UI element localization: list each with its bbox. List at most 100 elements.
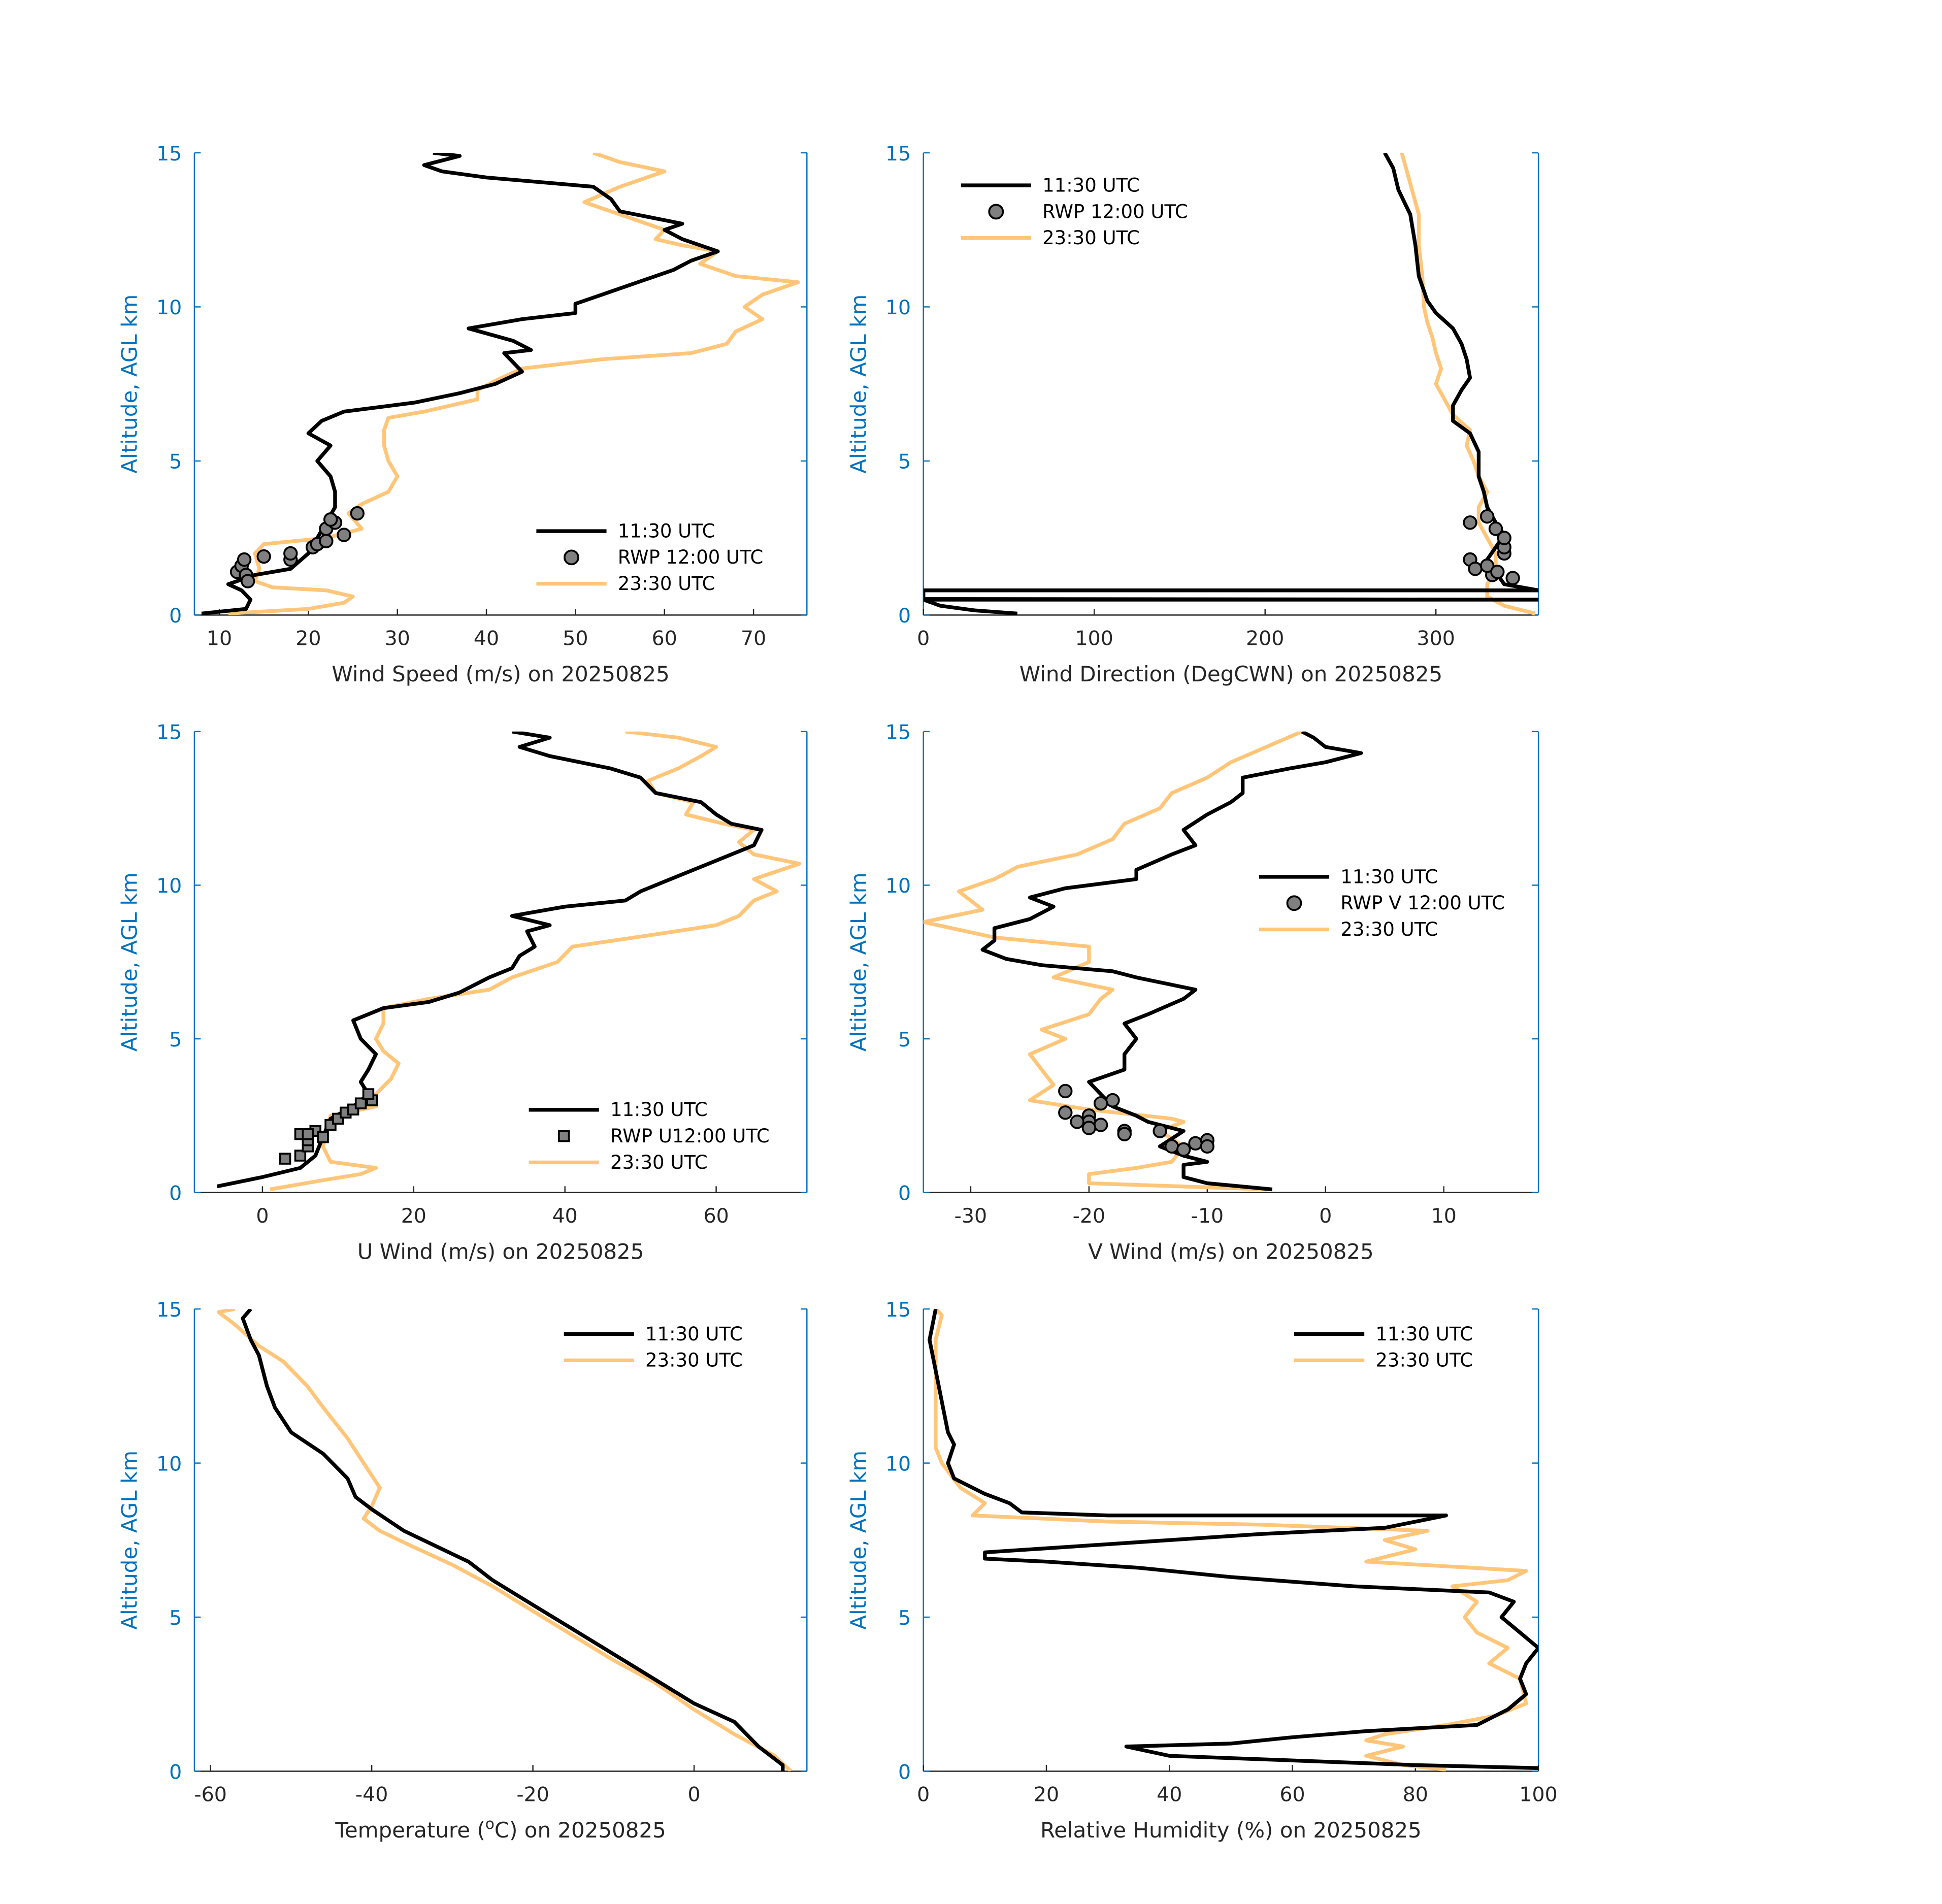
x-axis-label-text: V Wind (m/s) on 20250825 (1088, 1239, 1374, 1264)
panel-6: 0 20 40 60 80 100 0 5 10 15 Relative Humidity (%) … (846, 1298, 1558, 1843)
y-axis-label: Altitude, AGL km (846, 1451, 871, 1630)
data-point (1468, 562, 1483, 576)
series-line-11-30-utc (923, 152, 1539, 615)
y-tick-label: 15 (156, 142, 182, 166)
y-tick-label: 5 (169, 450, 182, 474)
x-tick-label: -20 (516, 1783, 549, 1807)
data-point (294, 1150, 307, 1162)
legend-label: 11:30 UTC (1340, 866, 1438, 888)
x-axis-label-superscript: o (485, 1815, 495, 1832)
x-axis-label: Temperature (oC) on 20250825 (335, 1815, 666, 1843)
y-tick-label: 0 (169, 1760, 182, 1784)
legend-label: RWP V 12:00 UTC (1340, 892, 1505, 914)
x-axis-label: U Wind (m/s) on 20250825 (357, 1239, 644, 1264)
y-tick-label: 10 (156, 1452, 182, 1475)
y-tick-label: 0 (898, 1181, 911, 1205)
y-tick-label: 0 (169, 604, 182, 628)
y-tick-label: 0 (898, 604, 911, 628)
x-axis-label-tail: C) on 20250825 (495, 1818, 666, 1843)
x-tick-label: 20 (295, 627, 321, 650)
y-tick-label: 5 (169, 1028, 182, 1052)
x-tick-label: -10 (1191, 1204, 1224, 1228)
x-tick-label: 100 (1519, 1783, 1557, 1807)
x-axis-label-text: Temperature ( (335, 1818, 485, 1843)
x-tick-label: 20 (401, 1204, 426, 1228)
legend: 11:30 UTC 23:30 UTC (564, 1323, 743, 1371)
data-point (1488, 521, 1503, 536)
x-tick-label: 200 (1246, 627, 1284, 650)
y-tick-label: 15 (156, 721, 182, 744)
y-axis-label: Altitude, AGL km (846, 872, 871, 1052)
y-axis-label: Altitude, AGL km (117, 1451, 142, 1630)
x-axis-label: Wind Direction (DegCWN) on 20250825 (1019, 662, 1442, 686)
data-point (240, 574, 255, 588)
data-point (1117, 1127, 1132, 1141)
x-axis-label-text: Wind Direction (DegCWN) on 20250825 (1019, 662, 1442, 686)
x-tick-label: -60 (194, 1783, 226, 1807)
data-point (1497, 531, 1511, 545)
data-point (1188, 1136, 1203, 1151)
data-point (1176, 1142, 1191, 1157)
x-tick-label: 60 (1279, 1783, 1305, 1807)
x-tick-label: 80 (1403, 1783, 1428, 1807)
x-axis-label-text: Wind Speed (m/s) on 20250825 (332, 662, 669, 686)
x-tick-label: 300 (1417, 627, 1455, 650)
legend: 11:30 UTC 23:30 UTC (1294, 1323, 1473, 1371)
y-tick-label: 15 (885, 142, 911, 166)
x-axis-label: Wind Speed (m/s) on 20250825 (332, 662, 669, 686)
panel-3: 0 20 40 60 0 5 10 15 U Wind (m/s) on 20250825 Alt… (117, 721, 808, 1264)
x-tick-label: 30 (385, 627, 410, 650)
x-tick-label: 10 (1431, 1204, 1457, 1228)
y-axis-label: Altitude, AGL km (846, 294, 871, 474)
legend-swatch-marker (1286, 895, 1302, 911)
x-axis-label-text: Relative Humidity (%) on 20250825 (1040, 1818, 1422, 1843)
x-tick-label: 0 (917, 1783, 930, 1807)
y-tick-label: 5 (898, 450, 911, 474)
data-point (1105, 1093, 1120, 1108)
legend: 11:30 UTC RWP 12:00 UTC 23:30 UTC (961, 174, 1188, 249)
legend: 11:30 UTC RWP V 12:00 UTC 23:30 UTC (1259, 866, 1505, 940)
data-point (1490, 565, 1505, 579)
data-point (279, 1153, 291, 1165)
data-point (1479, 559, 1495, 573)
y-tick-label: 0 (898, 1760, 911, 1784)
legend-label: 11:30 UTC (1375, 1323, 1473, 1345)
x-tick-label: -40 (355, 1783, 388, 1807)
legend: 11:30 UTC RWP U12:00 UTC 23:30 UTC (529, 1099, 770, 1173)
data-point (317, 1131, 329, 1143)
y-tick-label: 0 (169, 1181, 182, 1205)
data-point (323, 512, 338, 527)
panel-4: -30 -20 -10 0 10 0 5 10 15 V Wind (m/s) on 202508… (846, 721, 1539, 1264)
data-point (1093, 1118, 1108, 1132)
x-axis-label-text: U Wind (m/s) on 20250825 (357, 1239, 644, 1264)
data-point (1153, 1124, 1167, 1138)
legend-label: 23:30 UTC (645, 1350, 743, 1371)
plot-area (923, 731, 1363, 1192)
data-point (256, 549, 271, 564)
series-line-23-30-utc (934, 1309, 1528, 1771)
data-point (1058, 1084, 1073, 1099)
x-tick-label: 40 (1157, 1783, 1182, 1807)
legend-swatch-marker (988, 204, 1004, 220)
data-point (319, 534, 334, 548)
x-axis-label: Relative Humidity (%) on 20250825 (1040, 1818, 1422, 1843)
data-point (283, 546, 298, 561)
x-tick-label: 0 (256, 1204, 269, 1228)
data-point (1164, 1139, 1179, 1154)
y-axis-label: Altitude, AGL km (117, 872, 142, 1052)
series-line-23-30-utc (270, 731, 802, 1192)
x-tick-label: 100 (1075, 627, 1113, 650)
y-tick-label: 15 (885, 1298, 911, 1322)
legend-label: 23:30 UTC (618, 573, 715, 595)
data-point (302, 1128, 314, 1140)
data-point (1479, 509, 1495, 524)
data-point (1093, 1096, 1108, 1111)
data-point (1058, 1105, 1073, 1120)
plot-area (216, 731, 802, 1192)
legend-label: 23:30 UTC (1375, 1350, 1473, 1371)
data-point (1200, 1139, 1215, 1154)
y-tick-label: 10 (156, 296, 182, 319)
x-tick-label: 40 (474, 627, 499, 650)
y-tick-label: 10 (156, 874, 182, 898)
y-tick-label: 15 (885, 721, 911, 744)
